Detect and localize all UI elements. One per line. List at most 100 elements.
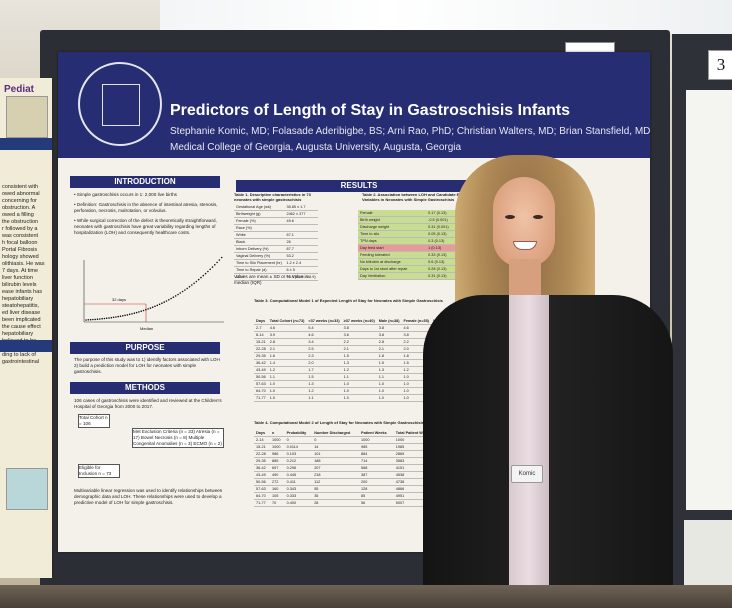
table-cell: 1.1 [341,373,377,381]
chart-point [214,264,216,266]
chart-point [99,318,101,320]
table-cell: 568 [359,464,394,472]
table-cell: 0.411 [284,478,313,486]
chart-point [165,300,168,302]
table-cell: 22-28 [254,345,268,353]
table-cell: 160 [270,485,285,493]
table-cell: 2.1 [267,345,307,353]
chart-point [170,297,172,300]
table-cell: 2.0 [306,359,342,367]
table-cell: 70 [270,499,285,507]
table-cell: 0.28 (0.13) [426,265,459,273]
chart-point [142,309,145,312]
table-cell: 14 [312,443,360,451]
left-poster-line: was consistent [2,233,39,239]
table-cell: 3.6 [341,331,377,339]
chart-point [172,296,175,298]
left-poster-strip [0,138,52,150]
table-cell: 2-14 [254,436,271,444]
table-cell: 2.2 [341,338,377,346]
flow-total: Total Cohort n = 106 [78,414,110,428]
table-cell: 1000 [359,436,394,444]
window [160,0,732,34]
poster-authors: Stephanie Komic, MD; Folasade Aderibigbe… [170,126,650,137]
table-cell: 64-70 [254,492,271,500]
chart-point [89,318,92,321]
table-cell: 0.33 (0.13) [426,251,459,259]
table-cell: 0.0114 [284,443,313,451]
left-poster-line: consistent with [2,184,39,190]
table-row: 71-77 70 0.400 28 56 5007 [254,499,440,507]
chart-point [177,293,179,296]
table-cell: 1.2 [401,366,431,374]
chart-point [211,266,214,268]
table-cell: 3.8 [376,324,402,332]
median-note: 32 days [112,297,126,302]
left-poster-line: steatohepatitis, [2,303,39,309]
table-row: Birthweight (g) 2462 ± 377 [234,210,318,218]
table-cell: 3.4 [306,338,342,346]
left-poster-line: obstruction. A [2,205,36,211]
table-cell: 1.0 [401,380,431,388]
chart-point [115,316,117,318]
table-cell: 15-21 [254,338,268,346]
table-cell: 1.3 [376,366,402,374]
table-cell: 387 [359,471,394,479]
table-cell: 1.2 [267,366,307,374]
chart-point [197,278,200,281]
table-cell: 57-63 [254,380,268,388]
table-cell: 1.2 [306,387,342,395]
chart-point [117,315,119,318]
table-cell: Vaginal Delivery (%) [234,252,285,260]
left-poster-line: owed abnormal [2,191,40,197]
left-poster-line: r followed by a [2,226,38,232]
table1: Gestational Age (wk) 35.85 ± 1.7 Birthweig… [234,204,318,281]
left-poster-line: the cause effect [2,324,41,330]
left-poster-line: h focal balloon [2,240,38,246]
chart-point [140,310,142,312]
table-cell: 26 [284,238,318,246]
left-poster-line: liver function [2,275,33,281]
left-poster-line: 7 days. At time [2,268,39,274]
left-poster-line: hepatobiliary [2,331,34,337]
chart-point [110,316,113,319]
table-cell: 0.343 [284,485,313,493]
table-cell: Inborn Delivery (%) [234,245,285,253]
table-cell: 36-42 [254,359,268,367]
university-seal-icon [78,62,162,146]
table-cell: 3583 [393,457,440,465]
los-chart-svg: 32 days Median [83,256,224,331]
chart-point [181,290,184,293]
table-cell: 1.5 [306,373,342,381]
introduction-heading: INTRODUCTION [70,176,220,188]
chart-point [149,307,152,309]
introduction-text: • Simple gastroschisis occurs in 1: 2,00… [74,192,224,240]
table-cell: Female (%) [234,217,285,225]
chart-point [200,276,202,279]
table-cell: 1.6 [267,352,307,360]
chart-point [195,280,198,283]
table-cell: 0.3 (0.13) [426,237,459,245]
table-cell: Days to 1st stool after repair [358,265,427,273]
right-poster [686,90,732,510]
table-header-cell: <37 weeks (n=33) [306,318,342,325]
name-badge: Komic [511,465,543,483]
table-cell: 1.3 [306,380,342,388]
table-row: 36-42 697 0.296 207 568 4151 [254,464,440,472]
table-row: 15-21 1000 0.0114 14 985 1985 [254,443,440,451]
carpet [0,585,732,608]
table-cell: 2.1 [341,345,377,353]
left-poster-strip [0,340,52,352]
table-cell: 2869 [393,450,440,458]
left-poster-line: concerning for [2,198,37,204]
table-header-cell: Male (n=38) [376,318,402,325]
table-cell: Race (%) [234,224,285,232]
table-header-cell: Female (n=35) [401,318,431,325]
chart-point [218,259,221,261]
presenter-neck [509,259,541,299]
table-cell: 1.0 [376,394,402,402]
table-cell: 714 [359,457,394,465]
table-cell: 4.6 [401,324,431,332]
chart-point [112,316,115,319]
table-row: Vaginal Delivery (%) 53.2 [234,252,318,260]
